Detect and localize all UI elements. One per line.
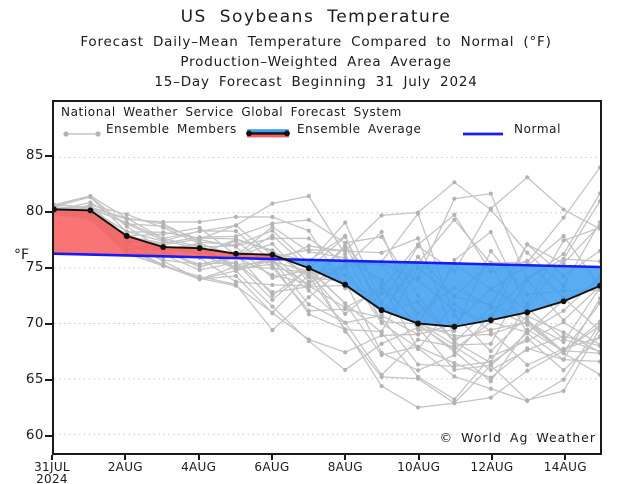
x-tick-label-10AUG: 10AUG [397, 460, 441, 474]
x-tick-mark-12AUG [491, 455, 493, 460]
y-tick-mark-60 [45, 434, 52, 437]
y-tick-mark-75 [45, 266, 52, 269]
chart-canvas [54, 156, 600, 435]
chart-title: US Soybeans Temperature [180, 7, 452, 27]
legend-header: National Weather Service Global Forecast… [61, 105, 402, 119]
y-tick-label-70: 70 [25, 314, 44, 331]
x-tick-mark-2AUG [124, 455, 127, 460]
x-tick-mark-8AUG [344, 455, 347, 460]
normal-legend-label: Normal [514, 122, 562, 136]
x-tick-sublabel-2024: 2024 [36, 472, 68, 484]
copyright-watermark: © World Ag Weather [439, 430, 596, 445]
y-tick-label-80: 80 [25, 202, 44, 219]
x-tick-mark-14AUG [564, 455, 567, 460]
x-tick-label-14AUG: 14AUG [543, 460, 587, 474]
x-tick-label-2AUG: 2AUG [107, 460, 143, 474]
y-tick-mark-70 [45, 322, 52, 325]
ensemble-members-legend-icon [62, 124, 102, 143]
y-tick-label-65: 65 [25, 370, 44, 387]
y-tick-mark-85 [45, 154, 52, 157]
x-tick-label-31JUL: 31JUL [34, 460, 70, 474]
y-tick-mark-80 [45, 210, 52, 213]
x-tick-label-8AUG: 8AUG [327, 460, 363, 474]
x-tick-mark-6AUG [271, 455, 273, 460]
y-tick-mark-65 [45, 378, 52, 381]
x-tick-label-12AUG: 12AUG [470, 460, 514, 474]
x-tick-label-6AUG: 6AUG [254, 460, 290, 474]
ensemble-average-legend-icon [245, 124, 291, 143]
y-tick-label-85: 85 [25, 146, 44, 163]
normal-legend-icon [462, 124, 504, 143]
ensemble-average-legend-label: Ensemble Average [297, 122, 422, 136]
plot-area [52, 100, 602, 455]
chart-subtitle-3: 15–Day Forecast Beginning 31 July 2024 [154, 74, 478, 90]
ensemble-members-legend-label: Ensemble Members [106, 122, 237, 136]
x-tick-mark-10AUG [417, 455, 420, 460]
x-tick-mark-31JUL [51, 455, 53, 460]
x-tick-label-4AUG: 4AUG [181, 460, 217, 474]
chart-subtitle-1: Forecast Daily–Mean Temperature Compared… [80, 34, 552, 50]
x-tick-mark-4AUG [197, 455, 200, 460]
y-tick-label-60: 60 [25, 426, 44, 443]
chart-subtitle-2: Production–Weighted Area Average [180, 54, 452, 70]
y-tick-label-75: 75 [25, 258, 44, 275]
y-axis-unit-label: °F [14, 247, 30, 263]
